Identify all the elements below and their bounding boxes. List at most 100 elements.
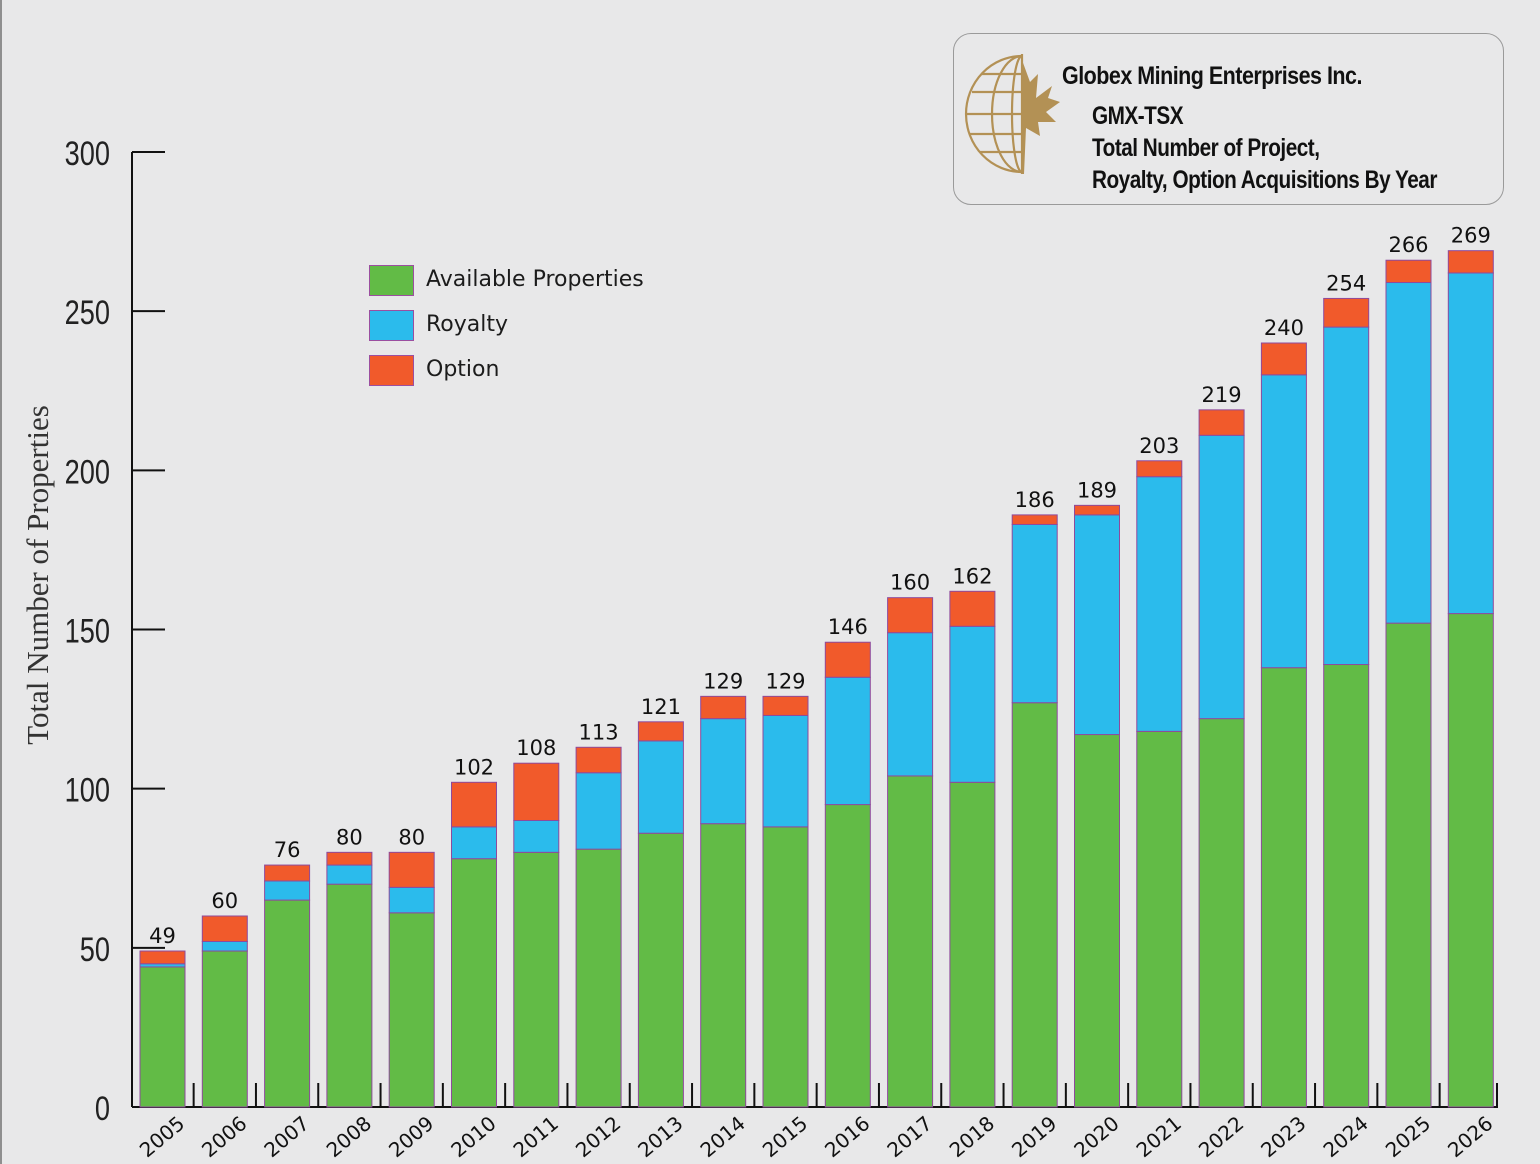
x-tick-label: 2009 [384, 1111, 438, 1162]
x-tick-label: 2023 [1256, 1111, 1310, 1162]
ticker: GMX-TSX [1092, 102, 1184, 130]
bar-segment-option [762, 695, 809, 716]
bar-segment-option [1323, 297, 1370, 328]
bar-stack [326, 851, 373, 1108]
bar-segment-available [1323, 664, 1370, 1108]
chart-subtitle-line1: Total Number of Project, [1092, 134, 1320, 162]
x-tick-label: 2020 [1069, 1111, 1123, 1162]
bar-segment-royalty [201, 940, 248, 952]
x-tick-label: 2013 [633, 1111, 687, 1162]
bar-segment-royalty [1323, 326, 1370, 666]
bar-segment-available [1447, 613, 1494, 1108]
bar-segment-option [1198, 409, 1245, 436]
x-tick-label: 2007 [259, 1111, 313, 1162]
left-border [0, 0, 2, 1164]
bar-segment-option [1385, 259, 1432, 284]
x-tick-label: 2024 [1318, 1111, 1372, 1162]
bar-segment-royalty [949, 625, 996, 783]
total-label: 266 [1388, 233, 1428, 257]
bar-segment-option [388, 851, 435, 888]
x-tick-label: 2019 [1007, 1111, 1061, 1162]
x-tick-label: 2011 [509, 1111, 563, 1162]
total-label: 129 [765, 669, 805, 693]
bar-stack [1385, 259, 1432, 1108]
bar-segment-option [887, 597, 934, 634]
bar-stack [1198, 409, 1245, 1108]
legend-swatch-available [369, 265, 414, 296]
bar-segment-available [700, 823, 747, 1108]
bar-segment-royalty [264, 880, 311, 901]
bar-segment-available [824, 804, 871, 1108]
x-tick-label: 2008 [322, 1111, 376, 1162]
legend-label-available: Available Properties [426, 267, 644, 292]
y-tick-label: 50 [80, 930, 110, 969]
x-tick-label: 2022 [1194, 1111, 1248, 1162]
y-tick-label: 250 [65, 293, 110, 332]
total-label: 160 [890, 571, 930, 595]
bar-segment-available [1136, 730, 1183, 1108]
bar-segment-available [1260, 667, 1307, 1108]
bar-segment-royalty [762, 714, 809, 828]
total-label: 203 [1139, 434, 1179, 458]
chart-subtitle-line2: Royalty, Option Acquisitions By Year [1092, 166, 1437, 194]
bar-segment-available [887, 775, 934, 1108]
bar-segment-option [1447, 250, 1494, 274]
bar-segment-option [513, 762, 560, 822]
globe-maple-leaf-icon [964, 54, 1060, 174]
x-tick-label: 2014 [695, 1111, 749, 1162]
bar-segment-available [201, 950, 248, 1108]
bar-segment-available [637, 832, 684, 1108]
y-tick-label: 100 [65, 771, 110, 810]
total-label: 189 [1077, 478, 1117, 502]
bar-stack [575, 746, 622, 1108]
bar-segment-option [824, 641, 871, 678]
y-axis-title: Total Number of Properties [20, 405, 55, 745]
bar-segment-royalty [887, 632, 934, 777]
total-label: 80 [398, 825, 425, 849]
bar-segment-option [1260, 342, 1307, 376]
bar-segment-option [637, 721, 684, 742]
bar-stack [949, 590, 996, 1108]
bar-stack [1447, 250, 1494, 1108]
total-label: 240 [1264, 316, 1304, 340]
bar-segment-royalty [637, 740, 684, 834]
bar-segment-royalty [700, 718, 747, 825]
bar-stack [513, 762, 560, 1108]
total-label: 162 [952, 564, 992, 588]
bar-segment-available [1011, 702, 1058, 1108]
bar-segment-option [264, 864, 311, 882]
total-label: 108 [516, 736, 556, 760]
bar-segment-available [575, 848, 622, 1108]
total-label: 113 [579, 720, 619, 744]
x-tick-label: 2025 [1381, 1111, 1435, 1162]
bar-segment-available [451, 858, 497, 1108]
bar-segment-available [264, 899, 311, 1108]
bar-stack [637, 721, 684, 1108]
x-tick-label: 2016 [820, 1111, 874, 1162]
bar-segment-available [388, 912, 435, 1108]
total-label: 146 [828, 615, 868, 639]
bar-segment-royalty [388, 886, 435, 914]
x-tick-label: 2015 [758, 1111, 812, 1162]
bar-segment-royalty [824, 676, 871, 806]
total-label: 80 [336, 825, 363, 849]
x-tick-label: 2017 [882, 1111, 936, 1162]
bar-segment-available [762, 826, 809, 1108]
total-labels-group: 49 60 76 80 80 102 108 113 121 129 129 146 160 162 186… [149, 224, 1491, 948]
x-tick-label: 2006 [197, 1111, 251, 1162]
bar-stack [1323, 297, 1370, 1108]
total-label: 129 [703, 669, 743, 693]
bar-stack [1260, 342, 1307, 1108]
bar-stack [887, 597, 934, 1108]
bar-segment-available [1385, 622, 1432, 1108]
bar-segment-royalty [575, 772, 622, 850]
x-tick-label: 2021 [1132, 1111, 1186, 1162]
total-label: 219 [1202, 383, 1242, 407]
bar-segment-available [1074, 734, 1120, 1108]
y-tick-label: 200 [65, 452, 110, 491]
bar-segment-option [1074, 504, 1120, 516]
bar-segment-option [201, 915, 248, 942]
bar-segment-option [949, 590, 996, 627]
y-tick-label: 0 [95, 1089, 110, 1128]
